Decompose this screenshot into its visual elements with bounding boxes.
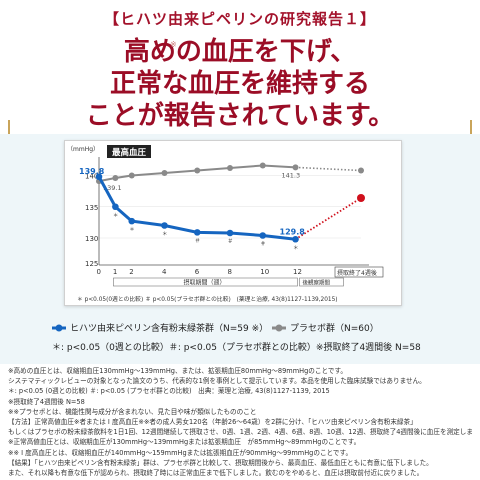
x-tick-label: 1 <box>113 268 117 276</box>
placebo-start-label: 139.1 <box>103 184 122 192</box>
significance-mark: ＊ <box>113 212 119 219</box>
blue-series-swatch <box>52 324 66 332</box>
placebo-followup-line <box>295 166 362 172</box>
piperine-point <box>95 173 103 181</box>
piperine-point <box>292 235 299 243</box>
x-tick-label: 摂取終了4週後 <box>337 269 377 277</box>
note-line: 【方法】正常高値血圧※者または I 度高血圧※※者の成人男女120名（年齢26〜… <box>8 418 417 426</box>
chart-title-box <box>107 145 151 158</box>
piperine-point <box>193 229 201 236</box>
placebo-point <box>128 172 135 179</box>
chart-card: 最高血圧 （mmHg） 125 130 135 140 0 1 2 4 6 8 10 12 摂取終了4週後摂… <box>64 140 402 306</box>
x-tick-label: 0 <box>97 268 101 276</box>
y-tick-label: 125 <box>85 260 98 268</box>
piperine-followup-line <box>295 197 362 241</box>
note-line: また、それ以降も有意な低下が認められ、摂取終了時には正常血圧まで低下しました。飲… <box>8 469 424 477</box>
x-tick-label: 12 <box>293 268 302 276</box>
y-tick-label: 135 <box>85 204 98 212</box>
significance-mark: ＊ <box>293 244 299 251</box>
gray-series-swatch <box>272 324 286 332</box>
piperine-point <box>112 203 119 211</box>
x-tick-label: 10 <box>260 268 269 276</box>
y-tick-label: 140 <box>85 173 98 181</box>
legend-marks-label: ＊: p<0.05（0週との比較）＃: p<0.05（プラセボ群との比較）※摂取… <box>52 343 421 353</box>
headline-line-3: ことが報告されています。 <box>85 101 395 131</box>
note-line: システマティックレビューの対象となった論文のうち、代表的な1例を事例として提示し… <box>8 377 426 386</box>
piperine-start-label: 139.8 <box>79 167 105 176</box>
piperine-point <box>128 217 136 225</box>
note-line: ※正常高値血圧とは、収縮期血圧が130mmHg〜139mmHgまたは拡張期血圧 … <box>8 438 361 447</box>
intake-period-label: 摂取期間（週） <box>183 279 225 287</box>
significance-mark: ＊ <box>162 231 168 238</box>
placebo-point <box>358 167 364 174</box>
after-period-box <box>334 266 384 278</box>
note-line: ※※ I 度高血圧とは、収縮期血圧が140mmHg〜159mmHgまたは拡張期血… <box>8 448 353 457</box>
placebo-end-label: 141.3 <box>282 171 301 179</box>
placebo-point <box>292 164 299 171</box>
placebo-point <box>227 165 233 171</box>
x-tick-label: 2 <box>129 268 133 276</box>
intake-period-box <box>113 277 298 287</box>
after-period-label-box <box>299 277 344 287</box>
significance-mark: ＊ <box>129 226 135 233</box>
legend: ヒハツ由来ピペリン含有粉末緑茶群（N=59 ※） プラセボ群（N=60） ＊: … <box>0 318 480 362</box>
piperine-point <box>161 222 168 229</box>
note-line: 【結果】「ヒハツ由来ピペリン含有粉末緑茶」群は、プラセボ群と比較して、摂取期間後… <box>8 458 433 467</box>
headline-line-1: 高めの血圧を下げ、 <box>123 37 357 67</box>
piperine-series-line <box>97 176 296 241</box>
legend-blue-label: ヒハツ由来ピペリン含有粉末緑茶群（N=59 ※） <box>70 324 269 334</box>
headline-mark: ※ <box>170 40 177 49</box>
note-line: ※※プラセボとは、機能性関与成分が含まれない、見た目や味が類似したもののこと <box>8 407 257 416</box>
study-subtitle: 【ヒハツ由来ピペリンの研究報告１】 <box>103 10 376 28</box>
headline-line-2: 正常な血圧を維持する <box>109 69 370 99</box>
significance-mark: ＃ <box>228 238 234 245</box>
significance-mark: ＃ <box>195 237 201 244</box>
note-line: もしくはプラセボの粉末緑茶飲料を1日1回、12週間継続して摂取させ、0週、1週、… <box>8 428 474 437</box>
legend-gray-label: プラセボ群（N=60） <box>290 324 379 334</box>
placebo-point <box>161 170 168 176</box>
piperine-point <box>226 229 234 237</box>
y-axis-unit: （mmHg） <box>67 146 99 153</box>
significance-mark: ＃ <box>260 241 266 248</box>
after-period-label: 後観察期間 <box>303 279 331 287</box>
placebo-point <box>194 167 201 174</box>
placebo-point <box>112 175 119 181</box>
note-line: ※高めの血圧とは、収縮期血圧130mmHg〜139mmHg、または、拡張期血圧8… <box>8 367 347 375</box>
x-tick-label: 8 <box>228 268 232 276</box>
placebo-point <box>259 162 266 169</box>
piperine-followup-point <box>357 194 365 202</box>
note-line: ※摂取終了4週間後 N=58 <box>8 397 85 406</box>
note-line: ＊: p<0.05 (0週との比較) ＃: p<0.05 (プラセボ群との比較)… <box>8 387 330 396</box>
piperine-end-label: 129.8 <box>280 227 306 236</box>
chart-title: 最高血圧 <box>112 147 147 158</box>
piperine-point <box>259 232 267 239</box>
chart-footnote: ＊ p<0.05(0週との比較) ＃ p<0.05(プラセボ群との比較) (薬理… <box>77 295 338 303</box>
y-tick-label: 130 <box>85 235 98 243</box>
x-tick-label: 4 <box>162 268 167 276</box>
x-tick-label: 6 <box>195 268 200 276</box>
